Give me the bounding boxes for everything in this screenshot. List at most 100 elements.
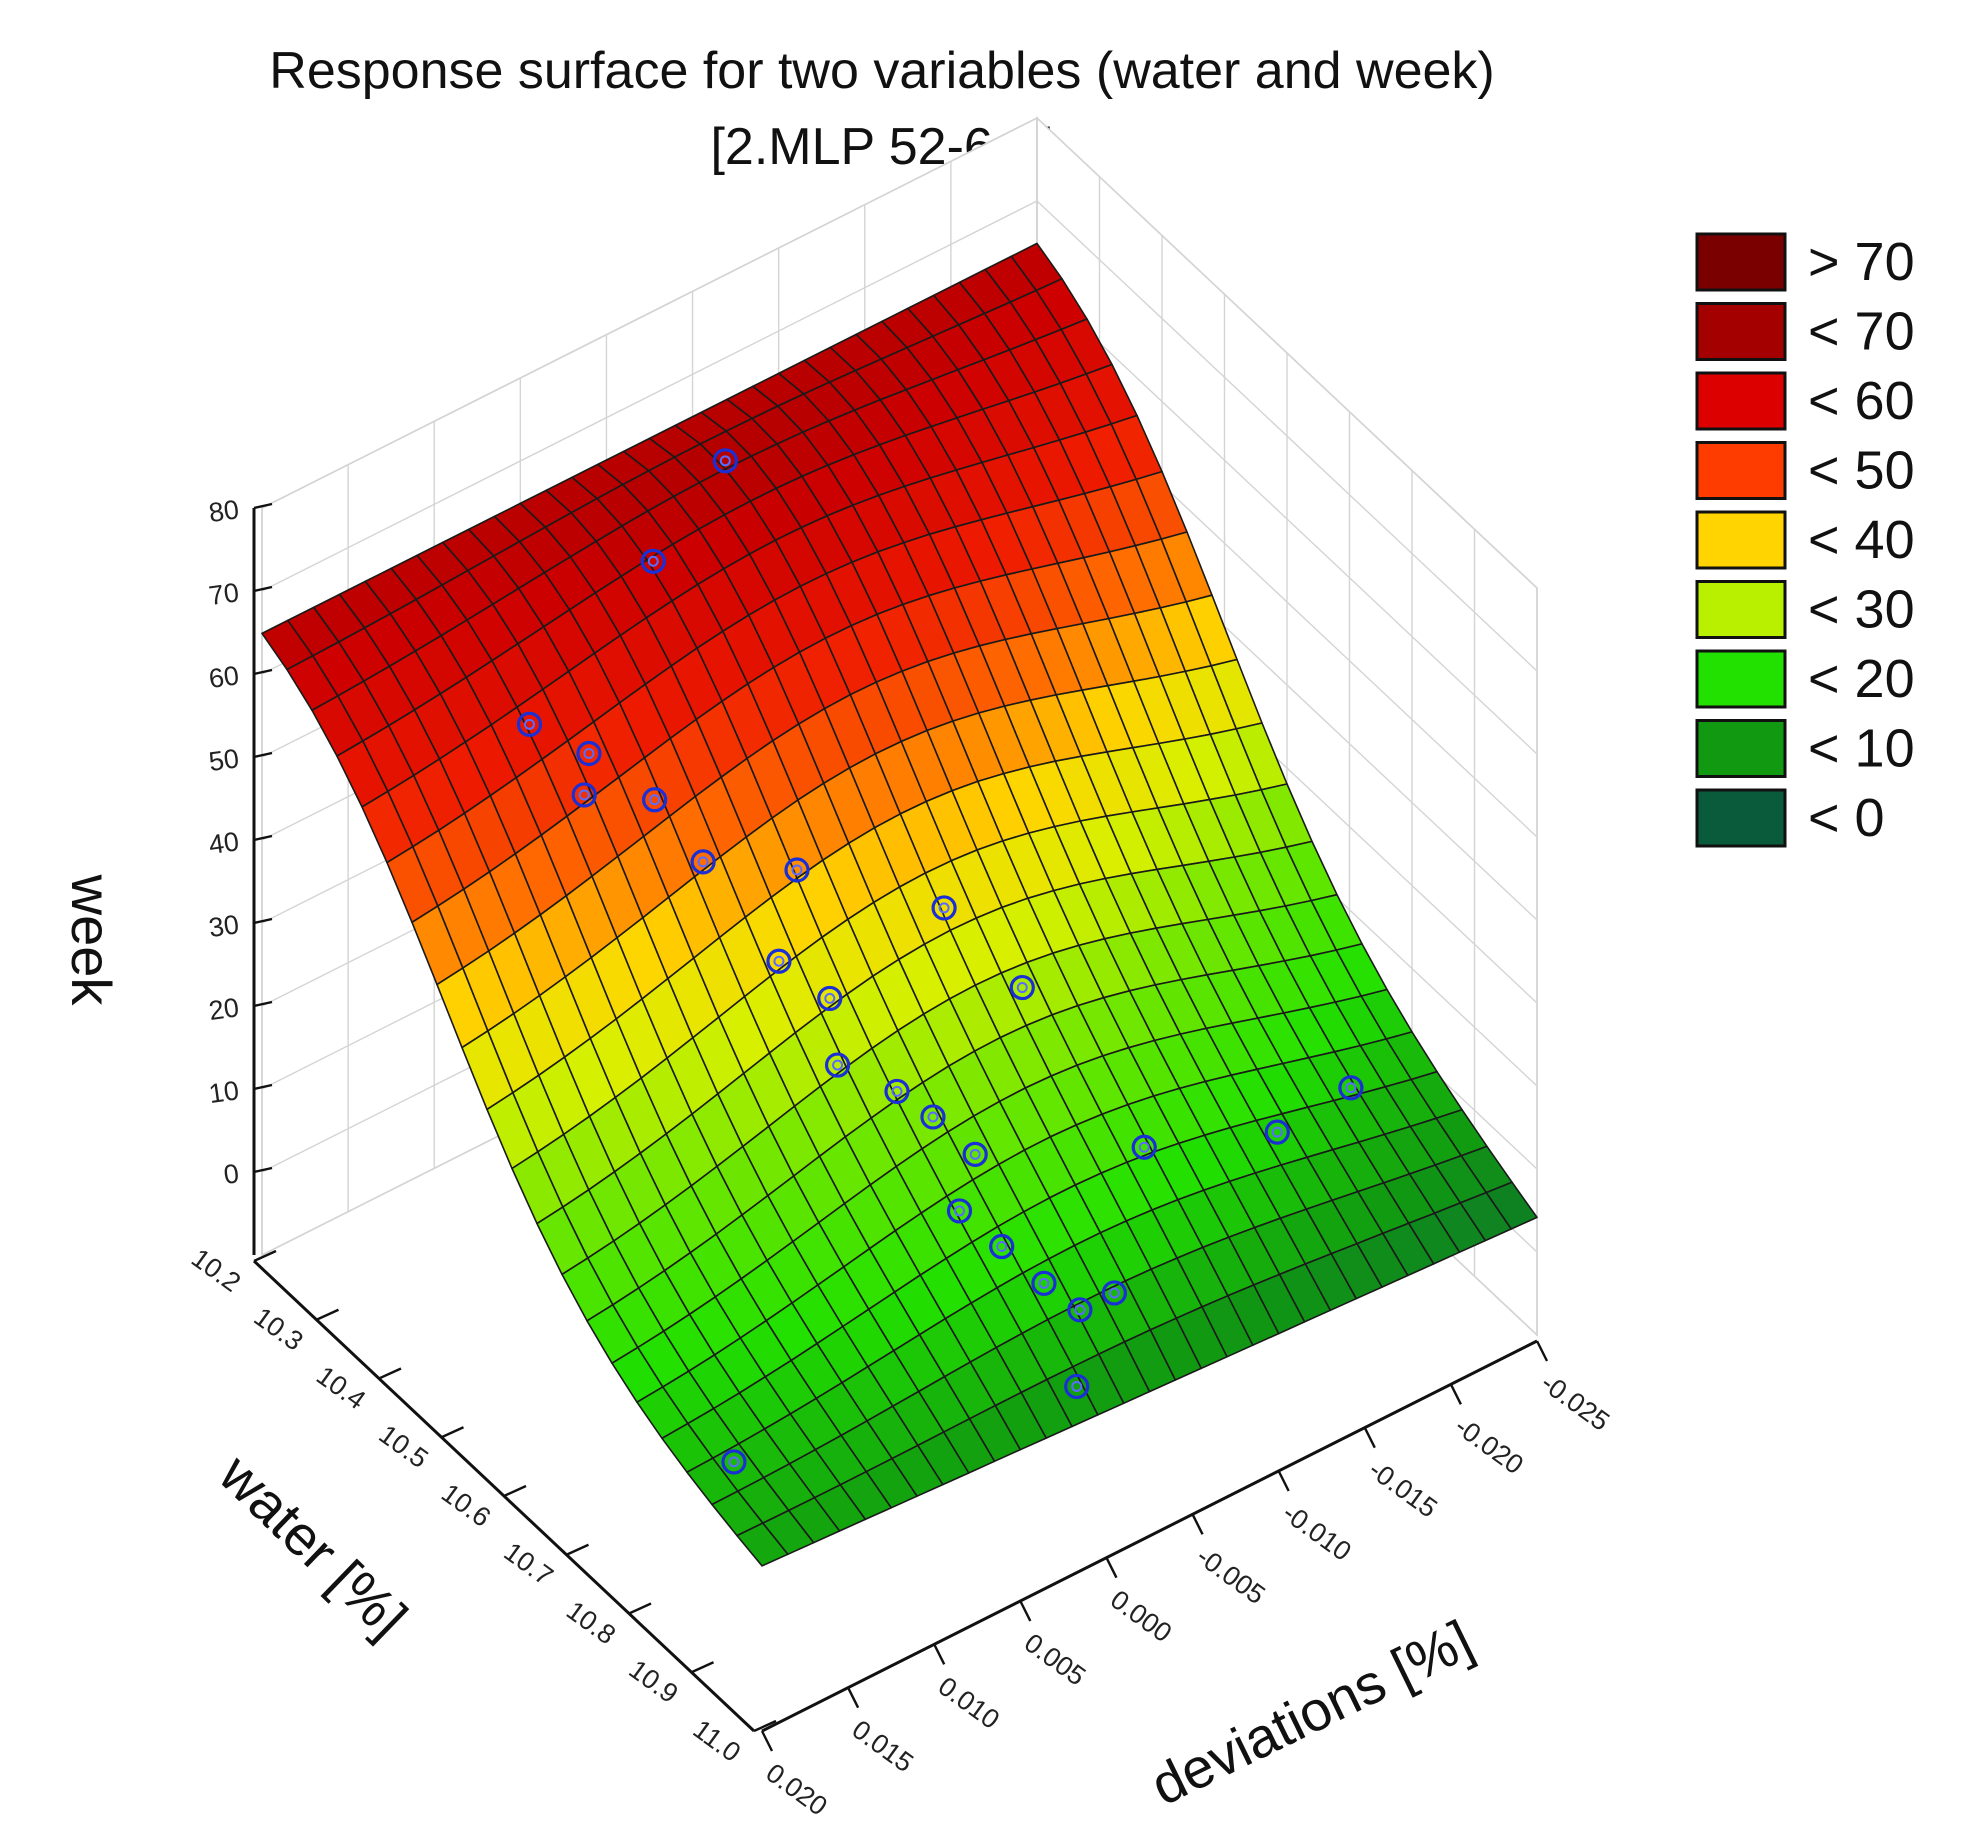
surface-cell xyxy=(736,1522,789,1567)
data-point xyxy=(784,857,810,883)
data-point xyxy=(1131,1134,1157,1160)
data-point xyxy=(989,1233,1015,1260)
data-point xyxy=(824,1052,851,1078)
legend-swatch xyxy=(1695,580,1787,639)
z-tick-label: 70 xyxy=(207,577,241,611)
data-point-inner xyxy=(719,455,731,467)
x-tick-label: 10.4 xyxy=(311,1360,371,1415)
x-tick-label: 10.7 xyxy=(498,1536,558,1591)
z-tick-mark xyxy=(253,834,273,842)
legend-label: > 70 xyxy=(1808,232,1915,292)
x-tick-mark xyxy=(316,1308,339,1321)
data-point-inner xyxy=(954,1205,965,1217)
data-point-inner xyxy=(832,1059,844,1071)
data-point-inner xyxy=(524,718,535,730)
y-tick-label: -0.020 xyxy=(1449,1411,1529,1480)
data-point xyxy=(920,1104,946,1130)
data-point-inner xyxy=(791,864,803,876)
y-tick-label: -0.025 xyxy=(1535,1368,1615,1437)
y-axis-label: deviations [%] xyxy=(1141,1608,1482,1817)
y-axis-line xyxy=(761,1339,1538,1733)
x-tick-label: 10.8 xyxy=(561,1595,621,1650)
data-point-inner xyxy=(1016,982,1028,994)
y-tick-mark xyxy=(1277,1470,1290,1492)
z-tick-mark xyxy=(253,585,273,593)
z-tick-label: 10 xyxy=(207,1075,241,1109)
x-tick-label: 10.2 xyxy=(186,1243,246,1298)
y-tick-mark xyxy=(760,1730,774,1752)
x-tick-label: 10.5 xyxy=(373,1419,433,1474)
legend-swatch xyxy=(1695,788,1787,848)
x-tick-mark xyxy=(753,1719,777,1733)
data-point xyxy=(576,740,602,767)
data-point-inner xyxy=(697,856,709,868)
data-point-inner xyxy=(1345,1082,1357,1094)
x-tick-label: 10.3 xyxy=(248,1301,308,1356)
surface xyxy=(261,242,1538,1567)
data-point xyxy=(1067,1297,1093,1323)
data-point xyxy=(1064,1373,1090,1400)
legend-swatch xyxy=(1695,510,1787,570)
data-point xyxy=(1264,1119,1290,1145)
y-tick-mark xyxy=(933,1643,946,1665)
legend-label: < 20 xyxy=(1808,649,1915,709)
data-point-inner xyxy=(969,1148,981,1160)
y-tick-label: 0.005 xyxy=(1019,1628,1091,1692)
y-tick-mark xyxy=(1535,1340,1549,1362)
data-point-inner xyxy=(891,1085,903,1097)
data-point-inner xyxy=(824,992,836,1004)
z-tick-label: 50 xyxy=(207,743,241,777)
x-tick-label: 10.9 xyxy=(623,1654,683,1709)
z-tick-mark xyxy=(253,1166,273,1174)
x-tick-mark xyxy=(566,1543,589,1556)
y-tick-label: 0.010 xyxy=(933,1671,1005,1735)
data-point xyxy=(516,711,543,737)
x-tick-label: 10.6 xyxy=(436,1478,496,1533)
z-tick-mark xyxy=(253,668,273,676)
data-point-inner xyxy=(1038,1277,1050,1289)
z-tick-label: 0 xyxy=(222,1158,241,1190)
data-point-inner xyxy=(927,1111,939,1123)
y-tick-label: 0.000 xyxy=(1105,1584,1177,1648)
legend: > 70 < 70 < 60 < 50 < 40 < 30 < 20 < 10 < 0 xyxy=(1695,232,1915,848)
legend-label: < 0 xyxy=(1808,788,1885,848)
data-point-inner xyxy=(1108,1287,1120,1299)
x-tick-mark xyxy=(441,1426,464,1439)
legend-swatch xyxy=(1695,302,1787,361)
data-point-inner xyxy=(1074,1304,1086,1316)
data-point xyxy=(931,895,957,921)
data-point-inner xyxy=(1271,1126,1283,1138)
x-tick-mark xyxy=(378,1367,402,1380)
x-axis-label: water [%] xyxy=(207,1442,419,1650)
z-tick-mark xyxy=(253,502,273,510)
x-tick-mark xyxy=(628,1602,652,1615)
z-tick-mark xyxy=(253,1000,273,1008)
legend-label: < 10 xyxy=(1808,719,1915,779)
y-tick-label: 0.020 xyxy=(760,1758,832,1822)
data-point xyxy=(1338,1075,1364,1101)
z-tick-mark xyxy=(253,917,273,925)
data-point xyxy=(690,849,716,875)
legend-swatch xyxy=(1695,719,1787,778)
x-tick-mark xyxy=(691,1661,714,1674)
legend-label: < 40 xyxy=(1808,510,1915,570)
legend-label: < 30 xyxy=(1808,580,1915,640)
data-points xyxy=(516,448,1364,1475)
z-tick-label: 40 xyxy=(207,826,241,860)
z-axis-label: week xyxy=(60,874,123,1007)
data-point-inner xyxy=(649,794,661,806)
legend-label: < 70 xyxy=(1808,302,1915,362)
x-tick-mark xyxy=(503,1484,527,1498)
y-tick-label: -0.005 xyxy=(1191,1541,1271,1610)
data-point xyxy=(1101,1280,1127,1306)
data-point xyxy=(712,448,738,474)
legend-swatch xyxy=(1695,232,1787,292)
x-tick-mark xyxy=(253,1249,277,1263)
data-point-inner xyxy=(938,902,950,914)
data-point-inner xyxy=(773,955,785,967)
data-point xyxy=(721,1449,747,1475)
z-tick-label: 20 xyxy=(207,992,241,1026)
data-point-inner xyxy=(647,555,659,567)
data-point xyxy=(884,1078,910,1105)
